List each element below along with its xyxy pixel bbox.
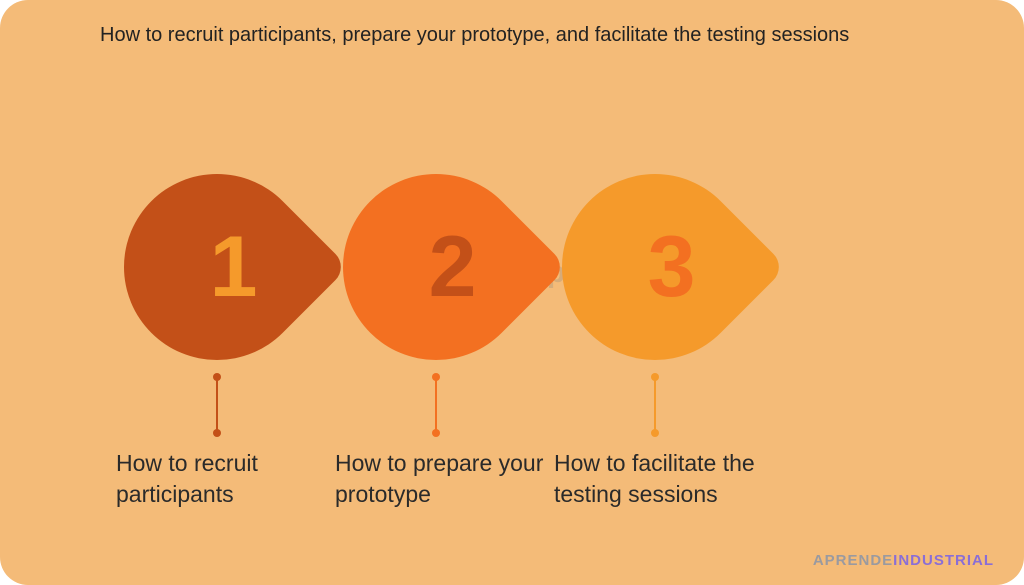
connector-pin — [654, 377, 656, 433]
teardrop-shape — [85, 135, 348, 398]
step-caption: How to facilitate the testing sessions — [554, 448, 764, 510]
brand-prefix: APRENDE — [813, 552, 893, 569]
brand-suffix: INDUSTRIAL — [893, 552, 994, 569]
teardrop-shape — [304, 135, 567, 398]
connector-pin — [435, 377, 437, 433]
step-caption: How to recruit participants — [116, 448, 326, 510]
brand-footer: APRENDEINDUSTRIAL — [813, 552, 994, 569]
step-1: 1 How to recruit participants — [124, 158, 343, 377]
step-3: 3 How to facilitate the testing sessions — [562, 158, 781, 377]
page-title: How to recruit participants, prepare you… — [100, 24, 849, 47]
step-caption: How to prepare your prototype — [335, 448, 545, 510]
infographic-canvas: How to recruit participants, prepare you… — [0, 0, 1024, 585]
steps-row: 1 How to recruit participants 2 How to p… — [124, 158, 781, 377]
step-2: 2 How to prepare your prototype — [343, 158, 562, 377]
connector-pin — [216, 377, 218, 433]
teardrop-shape — [523, 135, 786, 398]
